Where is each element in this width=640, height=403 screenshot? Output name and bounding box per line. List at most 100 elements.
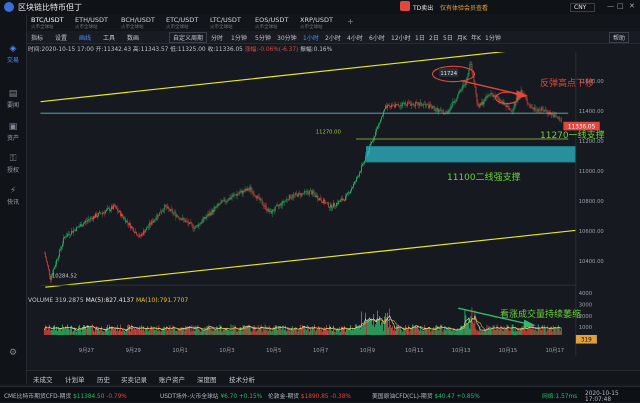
period-12[interactable]: 月K xyxy=(457,35,467,42)
tab-ltc-usdt[interactable]: LTC/USDT 火币全球站 xyxy=(210,16,241,30)
candle-body xyxy=(188,222,190,225)
volume-bar xyxy=(383,330,384,335)
sidebar-item-trade[interactable]: ◈ 交易 xyxy=(0,44,26,64)
ticker-item[interactable]: 美国原油CFD(CL)-期货 $40.47 +0.85% xyxy=(372,394,480,400)
candle-body xyxy=(546,110,548,113)
sidebar-item-assets[interactable]: ▣ 资产 xyxy=(0,122,26,142)
volume-bar xyxy=(243,324,245,335)
tab-btc-usdt[interactable]: BTC/USDT 火币全球站 xyxy=(31,16,64,30)
volume-bar xyxy=(88,325,89,335)
period-2[interactable]: 5分钟 xyxy=(255,35,271,42)
price-chart[interactable]: 11600.00 11400.00 11200.00 11000.00 10800.00… xyxy=(27,52,640,356)
period-10[interactable]: 2日 xyxy=(429,35,439,42)
add-tab-icon[interactable]: + xyxy=(347,17,354,26)
sidebar-item-auth[interactable]: ⚿ 授权 xyxy=(0,154,26,174)
candle-body xyxy=(238,193,240,195)
volume-bar xyxy=(135,329,137,335)
volume-bar xyxy=(49,330,51,335)
tab-xrp-usdt[interactable]: XRP/USDT 火币全球站 xyxy=(300,16,333,30)
sidebar: ◈ 交易 ▤ 要闻 ▣ 资产 ⚿ 授权 ⚡ 快讯 ⚙ xyxy=(0,14,27,384)
ticker-item[interactable]: USDT场外-火币全球站 ¥6.70 +0.15% xyxy=(160,394,263,400)
volume-bar xyxy=(54,330,56,335)
ticker-item[interactable]: 伦敦金-期货 $1890.85 -0.38% xyxy=(268,394,351,400)
member-notice[interactable]: 仅有体验会员查看 xyxy=(440,5,489,12)
tab-technical[interactable]: 技术分析 xyxy=(229,376,255,384)
candle-body xyxy=(412,103,414,105)
close-button[interactable]: ✕ xyxy=(629,2,635,10)
candle-body xyxy=(187,221,189,223)
period-13[interactable]: 年K xyxy=(471,35,481,42)
candle-body xyxy=(490,93,492,94)
settings-icon[interactable]: ⚙ xyxy=(8,348,18,358)
volume-bar xyxy=(251,331,253,335)
period-11[interactable]: 5日 xyxy=(443,35,453,42)
volume-bar xyxy=(426,328,428,335)
volume-bar xyxy=(470,315,472,335)
tab-account-assets[interactable]: 账户资产 xyxy=(159,376,185,384)
volume-bar xyxy=(211,330,213,335)
candle-body xyxy=(516,97,518,102)
time-tick: 10月9 xyxy=(360,347,375,354)
period-5[interactable]: 2小时 xyxy=(325,35,341,42)
candle-body xyxy=(147,227,149,229)
volume-bar xyxy=(168,329,170,335)
candle-body xyxy=(268,208,270,213)
volume-bar xyxy=(188,326,190,335)
tab-eos-usdt[interactable]: EOS/USDT 火币全球站 xyxy=(255,16,289,30)
candle-body xyxy=(99,212,100,214)
candle-body xyxy=(179,218,181,219)
settings-button[interactable]: 设置 xyxy=(55,35,68,42)
candle-body xyxy=(545,110,547,111)
candle-body xyxy=(166,206,168,209)
period-4[interactable]: 1小时 xyxy=(303,35,319,42)
candle-body xyxy=(224,199,226,202)
volume-bar xyxy=(57,326,59,335)
period-6[interactable]: 4小时 xyxy=(347,35,363,42)
ticker-item[interactable]: CME比特币期货CFD-期货 $11384.50 -0.79% xyxy=(4,394,127,400)
period-9[interactable]: 1日 xyxy=(415,35,425,42)
tools-button[interactable]: 工具 xyxy=(103,35,116,42)
volume-bar xyxy=(335,331,336,335)
candle-body xyxy=(484,98,486,102)
td-notice[interactable]: TD卖出 xyxy=(413,5,434,12)
candle-body xyxy=(139,235,141,237)
candle-body xyxy=(244,189,246,192)
tab-trade-records[interactable]: 买卖记录 xyxy=(121,376,147,384)
volume-bar xyxy=(177,330,179,335)
candle-body xyxy=(451,105,453,107)
maximize-button[interactable]: □ xyxy=(617,2,624,10)
volume-bar xyxy=(439,328,441,335)
period-8[interactable]: 12小时 xyxy=(391,35,411,42)
candle-body xyxy=(333,202,334,208)
tab-depth[interactable]: 深度图 xyxy=(197,376,217,384)
volume-bar xyxy=(361,311,362,335)
lower-channel-line xyxy=(45,228,591,288)
tab-open-orders[interactable]: 未成交 xyxy=(33,376,53,384)
candle-body xyxy=(534,107,536,111)
period-14[interactable]: 1分钟 xyxy=(485,35,501,42)
indicator-button[interactable]: 指标 xyxy=(31,35,44,42)
candle-body xyxy=(243,190,245,192)
period-1[interactable]: 1分钟 xyxy=(231,35,247,42)
period-select[interactable]: 自定义周期 xyxy=(169,32,208,43)
tab-plan-orders[interactable]: 计划单 xyxy=(65,376,85,384)
minimize-button[interactable]: — xyxy=(607,2,614,10)
tab-bch-usdt[interactable]: BCH/USDT 火币全球站 xyxy=(121,16,155,30)
help-button[interactable]: 帮助 xyxy=(609,32,630,43)
period-7[interactable]: 6小时 xyxy=(369,35,385,42)
tab-history[interactable]: 历史 xyxy=(97,376,110,384)
volume-bar xyxy=(46,330,48,335)
sidebar-item-news[interactable]: ▤ 要闻 xyxy=(0,89,26,109)
candle-body xyxy=(386,105,387,108)
currency-select[interactable]: CNY xyxy=(570,3,596,12)
data-button[interactable]: 数画 xyxy=(127,35,140,42)
draw-line-button[interactable]: 画线 xyxy=(79,35,92,42)
sidebar-item-flash[interactable]: ⚡ 快讯 xyxy=(0,186,26,206)
volume-bar xyxy=(338,329,339,335)
volume-bar xyxy=(203,331,205,335)
candle-body xyxy=(415,102,417,107)
period-0[interactable]: 分时 xyxy=(211,35,224,42)
tab-etc-usdt[interactable]: ETC/USDT 火币全球站 xyxy=(166,16,199,30)
tab-eth-usdt[interactable]: ETH/USDT 火币全球站 xyxy=(75,16,109,30)
period-3[interactable]: 30分钟 xyxy=(277,35,297,42)
